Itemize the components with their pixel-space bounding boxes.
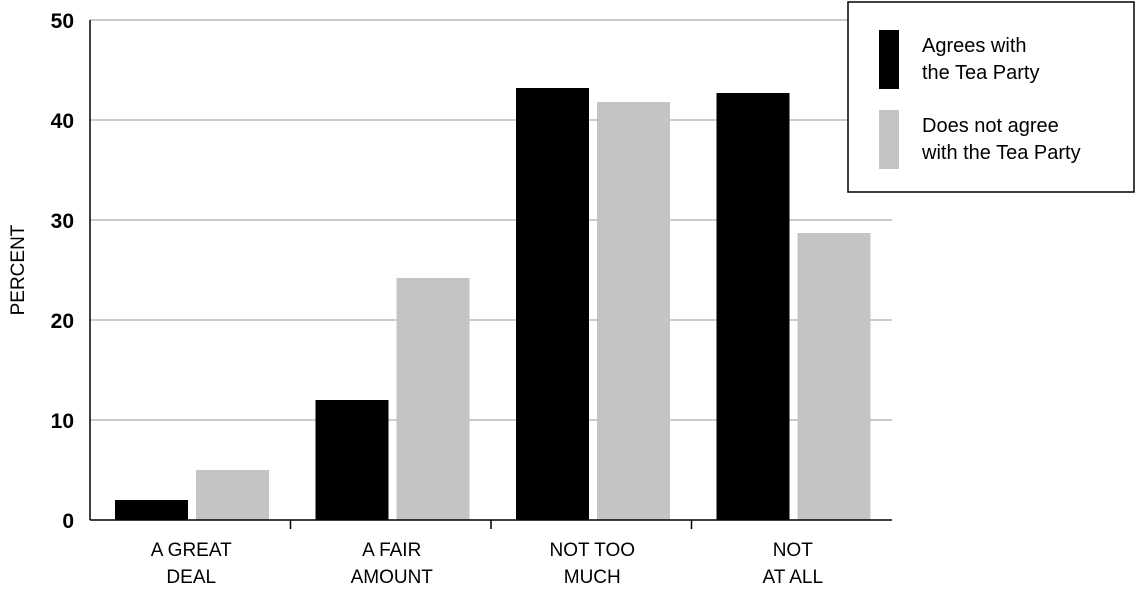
y-tick-label: 20 [51,310,74,333]
legend: Agrees with the Tea Party Does not agree wi… [847,1,1135,193]
y-tick-labels: 0 10 20 30 40 50 [51,10,74,533]
bars [115,88,871,520]
x-category-label: A GREAT DEAL [151,540,232,588]
y-tick-label: 50 [51,10,74,33]
bar [115,500,188,520]
x-category-label: A FAIR AMOUNT [351,540,434,588]
bar [196,470,269,520]
y-tick-label: 30 [51,210,74,233]
bar [597,102,670,520]
y-tick-label: 10 [51,410,74,433]
y-tick-label: 0 [62,510,74,533]
legend-swatch [879,110,899,169]
y-axis-title: PERCENT [8,224,29,315]
y-tick-label: 40 [51,110,74,133]
x-category-label: NOT TOO MUCH [549,540,635,588]
x-tick-marks [289,520,693,529]
bar [797,233,871,520]
x-category-labels: A GREAT DEAL A FAIR AMOUNT NOT TOO MUCH NOT AT … [151,540,823,588]
bar [516,88,589,520]
legend-label: Agrees with the Tea Party [922,35,1039,84]
bar [716,93,790,520]
bar [315,400,389,520]
legend-swatch [879,30,899,89]
x-category-label: NOT AT ALL [762,540,823,588]
legend-label: Does not agree with the Tea Party [921,115,1081,164]
bar [396,278,470,520]
